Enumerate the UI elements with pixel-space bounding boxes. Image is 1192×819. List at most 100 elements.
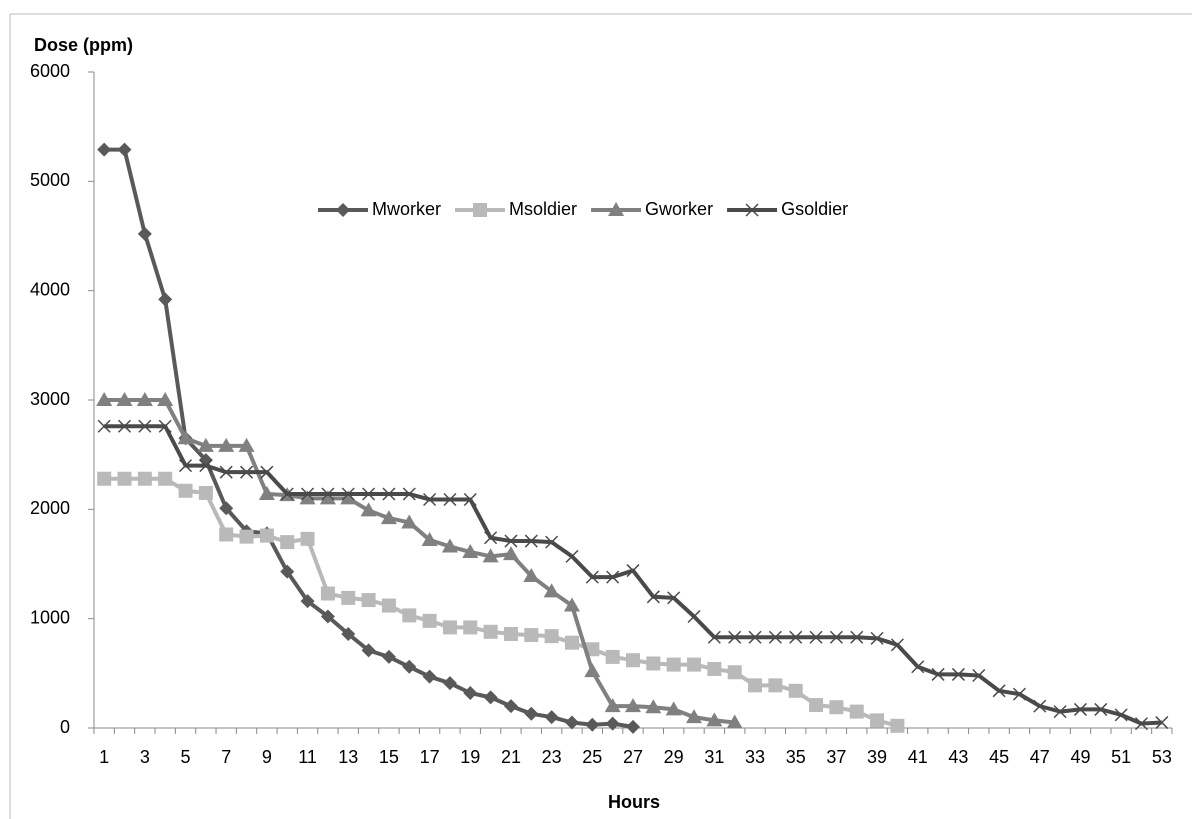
data-point [360,502,377,517]
x-tick-label: 31 [704,747,724,767]
x-tick-label: 49 [1070,747,1090,767]
data-point [585,642,600,657]
data-point [96,392,113,406]
data-point [727,665,742,680]
data-point [870,713,885,728]
data-point [625,698,641,713]
y-tick-label: 4000 [30,279,70,299]
data-point [463,492,477,507]
data-point [626,653,640,668]
data-point [320,586,335,601]
data-point [890,718,905,733]
data-point [726,714,743,729]
x-tick-label: 25 [582,747,602,767]
data-point [341,487,355,501]
data-point [138,419,152,433]
data-point [503,699,518,714]
data-point [442,620,457,635]
data-point [931,667,945,681]
data-point [605,649,620,664]
data-point [544,710,559,725]
data-point [911,660,925,674]
data-point [482,548,499,563]
data-point [504,534,518,548]
legend-marker [473,203,488,217]
data-point [422,613,437,628]
data-point [809,630,823,644]
x-tick-label: 27 [623,747,643,767]
data-point [381,598,396,613]
data-point [1053,705,1067,719]
data-point [258,486,275,501]
data-point [340,490,357,505]
data-point [199,459,213,473]
data-point [301,487,315,501]
data-point [850,630,864,644]
data-point [748,630,762,644]
data-point [645,699,662,714]
x-tick-label: 51 [1111,747,1131,767]
y-tick-label: 2000 [30,498,70,518]
data-point [646,590,660,604]
data-point [706,712,723,727]
data-point [97,419,111,433]
data-point [300,594,315,609]
data-point [299,490,316,505]
data-point [849,704,864,719]
x-tick-label: 3 [140,747,150,767]
data-point [423,492,437,507]
legend-marker [608,202,625,216]
data-point [117,419,132,433]
data-point [728,630,742,644]
data-point [564,715,579,730]
x-tick-label: 29 [664,747,684,767]
data-point [117,142,132,157]
y-tick-label: 0 [60,717,70,737]
data-point [280,487,294,501]
x-tick-label: 19 [460,747,480,767]
x-tick-label: 13 [338,747,358,767]
data-point [319,490,336,505]
data-point [1033,699,1047,713]
x-tick-label: 9 [262,747,272,767]
x-tick-label: 5 [181,747,191,767]
data-point [890,638,904,652]
data-point [809,698,824,713]
data-point [707,630,721,644]
x-tick-label: 11 [298,747,317,767]
data-point [768,630,782,644]
legend-label: Gsoldier [781,199,848,219]
x-tick-label: 21 [501,747,521,767]
data-point [1134,717,1149,731]
data-point [97,142,112,157]
legend-marker [336,203,350,217]
data-point [97,471,112,486]
data-point [1073,702,1088,716]
data-point [564,635,579,650]
data-point [502,546,519,561]
data-point [441,538,458,553]
data-point [341,626,356,641]
x-tick-label: 43 [948,747,968,767]
legend-label: Msoldier [509,199,577,219]
data-point [545,535,559,549]
series-line [104,398,735,725]
data-point [463,686,478,701]
x-tick-label: 47 [1030,747,1050,767]
data-point [137,226,152,241]
data-point [116,392,133,406]
x-tick-label: 41 [908,747,928,767]
data-point [992,684,1006,698]
legend-label: Gworker [645,199,713,219]
data-point [870,631,884,645]
data-point [361,643,376,658]
data-point [260,465,274,479]
legend-marker [745,203,759,217]
data-point [178,483,193,498]
data-point [666,657,681,672]
data-point [443,492,457,507]
data-point [563,597,580,612]
data-point [197,437,214,452]
data-point [667,591,681,605]
